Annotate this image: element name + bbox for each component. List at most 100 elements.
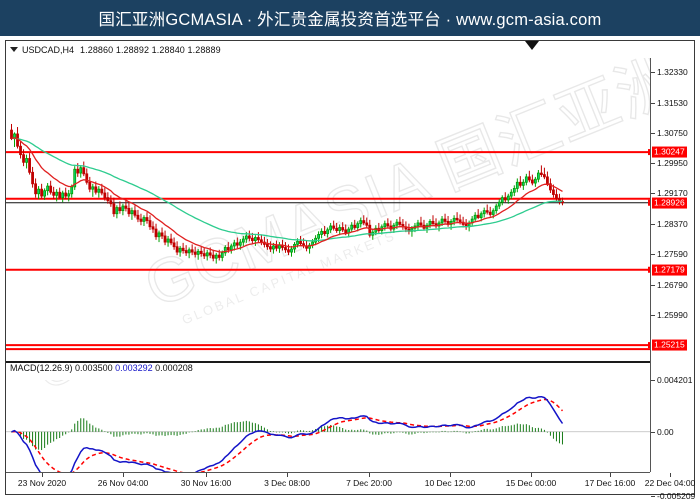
macd-hist-bar [245,420,247,432]
price-axis-tick [651,132,655,134]
macd-hist-bar [104,431,106,432]
candle-body [365,222,369,226]
time-axis-tick [610,473,611,477]
price-axis-tick [651,315,655,317]
candle-body [22,154,25,163]
macd-hist-bar [378,431,380,435]
candle-body [136,214,140,220]
candle-body [515,181,519,189]
candle-body [193,251,197,255]
candle-body [220,252,224,258]
price-axis[interactable]: 1.32330 1.31530 1.30750 1.30247 1.29950 1.291… [650,58,695,501]
macd-hist-bar [528,425,530,432]
time-axis[interactable]: 23 Nov 2020 26 Nov 04:00 30 Nov 16:00 3 Dec… [6,472,695,494]
candle-body [518,181,522,186]
macd-hist-bar [519,424,521,432]
macd-hist-bar [251,422,253,432]
macd-hist-bar [495,428,497,432]
candle-body [543,174,546,178]
macd-hist-bar [450,431,452,433]
level-edge-marker [648,199,650,206]
candle-body [482,210,486,215]
macd-hist-bar [489,429,491,432]
macd-hist-bar [357,429,359,432]
macd-hist-bar [83,418,85,432]
candle-body [530,179,534,184]
macd-hist-bar [32,431,34,447]
time-axis-label: 30 Nov 16:00 [180,478,232,488]
price-axis-label: 1.32330 [657,67,688,78]
candle-body [133,210,137,216]
candle-body [37,188,41,195]
price-pane[interactable]: GCMASIA 国汇亚洲 GLOBAL CAPITAL MARKETS [6,58,650,361]
macd-hist-bar [191,431,193,433]
candle-body [187,249,191,254]
macd-hist-bar [278,431,280,433]
macd-hist-bar [242,421,244,432]
macd-hist-bar [185,431,187,434]
candle-body [67,193,71,197]
macd-value-1: 0.003500 [75,363,113,373]
candle-body [536,172,540,180]
time-axis-tick [123,473,124,477]
macd-hist-bar [393,431,395,434]
macd-hist-bar [272,431,274,432]
macd-plot: GC [6,380,650,472]
candle-body [287,249,290,253]
macd-hist-bar [257,424,259,432]
macd-hist-bar [492,429,494,432]
candle-body [97,188,101,193]
candle-body [139,218,143,222]
macd-hist-bar [369,431,371,434]
macd-hist-bar [456,430,458,432]
brand-banner-text: 国汇亚洲GCMASIA · 外汇贵金属投资首选平台 · www.gcm-asia… [98,11,602,29]
macd-value-2: 0.003292 [115,363,153,373]
candle-body [416,222,420,227]
macd-hist-bar [38,431,40,450]
macd-hist-bar [432,431,434,433]
candle-body [506,195,510,201]
macd-hist-bar [330,424,332,432]
macd-hist-bar [414,431,416,434]
macd-hist-bar [71,429,73,432]
candle-body [28,158,31,173]
macd-hist-bar [173,431,175,436]
level-price-badge-3: 1.30247 [652,146,687,158]
macd-hist-bar [396,431,398,433]
candle-body [151,226,155,230]
candle-body [205,252,209,257]
level-edge-marker [648,342,650,349]
macd-pane[interactable]: GC [6,380,650,472]
candle-body [329,225,333,231]
brand-banner: 国汇亚洲GCMASIA · 外汇贵金属投资首选平台 · www.gcm-asia… [0,0,700,36]
macd-hist-bar [339,426,341,432]
macd-hist-bar [47,431,49,445]
macd-hist-bar [360,429,362,432]
candle-body [61,192,65,199]
macd-hist-bar [53,431,55,442]
time-axis-label: 23 Nov 2020 [17,478,67,488]
macd-hist-bar [498,427,500,432]
macd-hist-bar [77,420,79,432]
macd-hist-bar [212,428,214,432]
current-price-badge: 1.28926 [652,197,687,209]
candle-body [552,189,555,195]
macd-hist-bar [221,426,223,432]
macd-hist-bar [20,431,22,436]
macd-hist-bar [372,431,374,435]
price-axis-label: 1.25990 [657,310,688,321]
watermark-macd: GC [30,380,115,400]
time-axis-tick [369,473,370,477]
chevron-down-icon[interactable] [10,47,18,52]
candle-body [142,217,146,222]
candle-body [232,242,236,247]
macd-hist-bar [146,431,148,434]
candle-body [70,186,74,195]
price-axis-label: 1.29170 [657,188,688,199]
candle-body [19,145,22,156]
candle-body [58,191,62,199]
macd-hist-bar [411,431,413,435]
macd-hist-bar [197,429,199,432]
price-axis-label: 1.30750 [657,127,688,138]
macd-hist-bar [300,430,302,432]
